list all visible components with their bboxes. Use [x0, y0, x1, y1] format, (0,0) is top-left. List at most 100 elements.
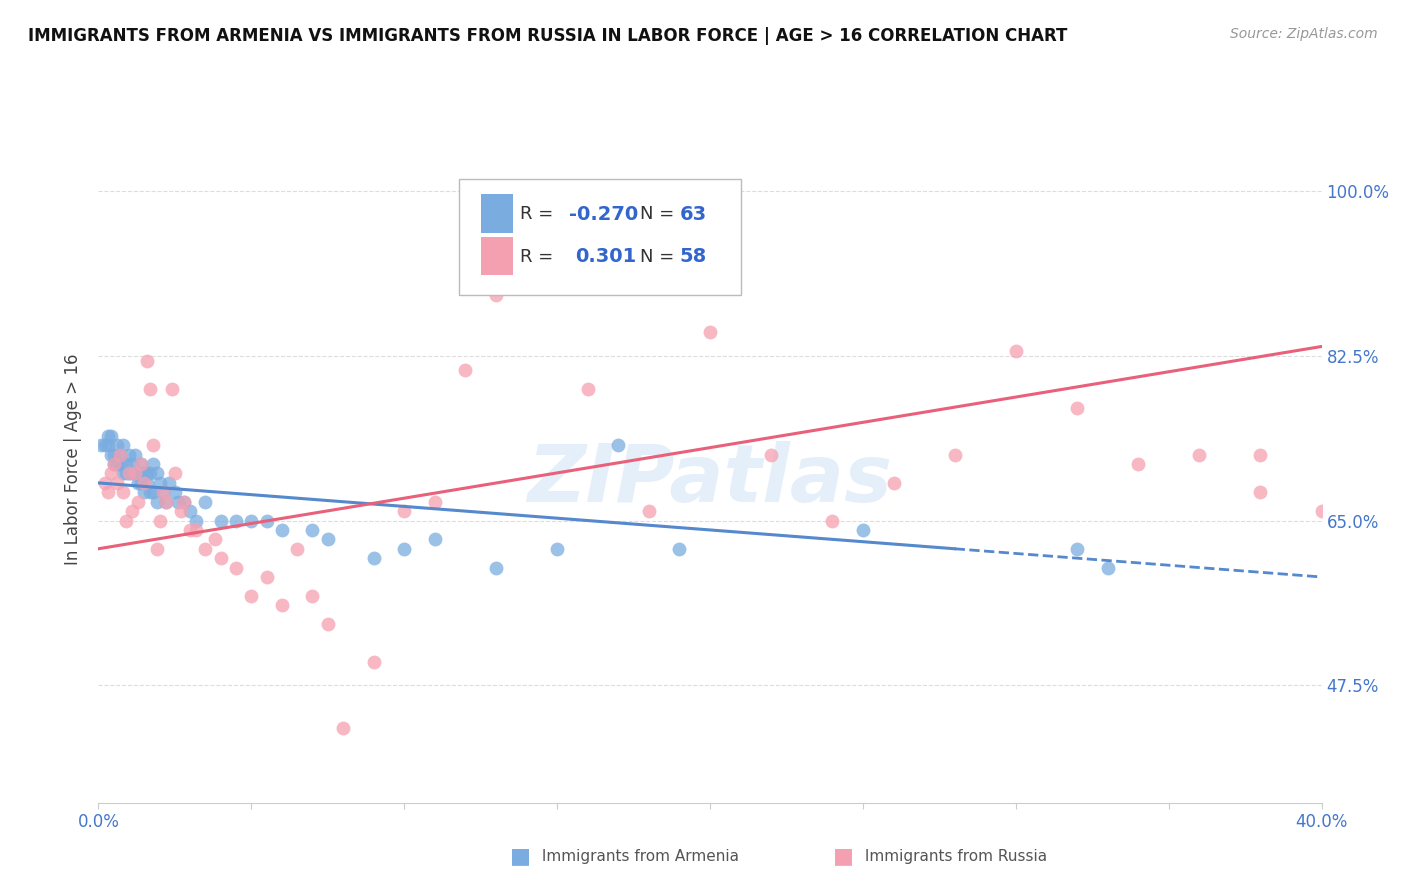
FancyBboxPatch shape: [481, 237, 513, 276]
Text: R =: R =: [520, 205, 560, 223]
Point: [256, 514, 278, 528]
FancyBboxPatch shape: [481, 194, 513, 233]
Point: [546, 184, 568, 198]
Point: [1249, 448, 1271, 462]
Point: [454, 363, 477, 377]
Point: [97, 485, 120, 500]
Point: [142, 485, 165, 500]
Point: [852, 523, 875, 537]
Point: [111, 438, 134, 452]
Point: [668, 541, 690, 556]
Point: [225, 560, 247, 574]
Point: [1310, 504, 1333, 518]
Text: Immigrants from Russia: Immigrants from Russia: [860, 849, 1047, 863]
Point: [103, 448, 125, 462]
Point: [209, 551, 232, 566]
Text: ZIPatlas: ZIPatlas: [527, 441, 893, 519]
Point: [186, 514, 208, 528]
Text: R =: R =: [520, 248, 565, 266]
Point: [124, 467, 146, 481]
Point: [127, 467, 149, 481]
Point: [105, 438, 128, 452]
Point: [139, 467, 162, 481]
Point: [149, 514, 172, 528]
Point: [240, 514, 263, 528]
Point: [363, 551, 385, 566]
Point: [607, 438, 630, 452]
Point: [637, 504, 661, 518]
Point: [136, 475, 159, 490]
Point: [821, 514, 844, 528]
Text: ■: ■: [834, 847, 853, 866]
Point: [97, 438, 120, 452]
Point: [1004, 344, 1026, 359]
Point: [285, 541, 308, 556]
Point: [1066, 541, 1088, 556]
Point: [103, 457, 125, 471]
Point: [173, 494, 195, 508]
Point: [134, 475, 156, 490]
Point: [136, 467, 159, 481]
Point: [115, 457, 138, 471]
Point: [134, 467, 156, 481]
Point: [332, 721, 354, 735]
Point: [93, 475, 115, 490]
Point: [108, 457, 131, 471]
Point: [157, 475, 180, 490]
Point: [97, 429, 120, 443]
Point: [179, 504, 201, 518]
Point: [142, 457, 165, 471]
Text: N =: N =: [640, 248, 681, 266]
Point: [301, 523, 323, 537]
Point: [129, 457, 152, 471]
Point: [142, 438, 165, 452]
Point: [392, 504, 416, 518]
Point: [136, 353, 159, 368]
Point: [93, 438, 115, 452]
Point: [546, 541, 568, 556]
Point: [108, 448, 131, 462]
Point: [1188, 448, 1211, 462]
Point: [124, 448, 146, 462]
Point: [124, 467, 146, 481]
Text: IMMIGRANTS FROM ARMENIA VS IMMIGRANTS FROM RUSSIA IN LABOR FORCE | AGE > 16 CORR: IMMIGRANTS FROM ARMENIA VS IMMIGRANTS FR…: [28, 27, 1067, 45]
Point: [111, 467, 134, 481]
Point: [145, 541, 167, 556]
Text: N =: N =: [640, 205, 681, 223]
Point: [270, 523, 292, 537]
Point: [115, 467, 138, 481]
Point: [1128, 457, 1150, 471]
Text: -0.270: -0.270: [569, 204, 638, 224]
Point: [121, 457, 143, 471]
Point: [145, 467, 167, 481]
Point: [316, 533, 339, 547]
Point: [105, 475, 128, 490]
Point: [363, 655, 385, 669]
FancyBboxPatch shape: [460, 179, 741, 294]
Point: [943, 448, 966, 462]
Point: [100, 448, 122, 462]
Point: [270, 598, 292, 612]
Point: [316, 617, 339, 632]
Point: [1249, 485, 1271, 500]
Point: [423, 494, 446, 508]
Text: ■: ■: [510, 847, 530, 866]
Point: [145, 494, 167, 508]
Point: [225, 514, 247, 528]
Text: Immigrants from Armenia: Immigrants from Armenia: [537, 849, 740, 863]
Point: [423, 533, 446, 547]
Point: [186, 523, 208, 537]
Point: [163, 467, 186, 481]
Point: [173, 494, 195, 508]
Text: 0.301: 0.301: [575, 247, 637, 267]
Point: [155, 494, 177, 508]
Point: [152, 485, 174, 500]
Point: [392, 541, 416, 556]
Point: [115, 514, 138, 528]
Point: [105, 457, 128, 471]
Point: [301, 589, 323, 603]
Point: [194, 541, 217, 556]
Point: [160, 382, 183, 396]
Point: [759, 448, 782, 462]
Point: [167, 494, 190, 508]
